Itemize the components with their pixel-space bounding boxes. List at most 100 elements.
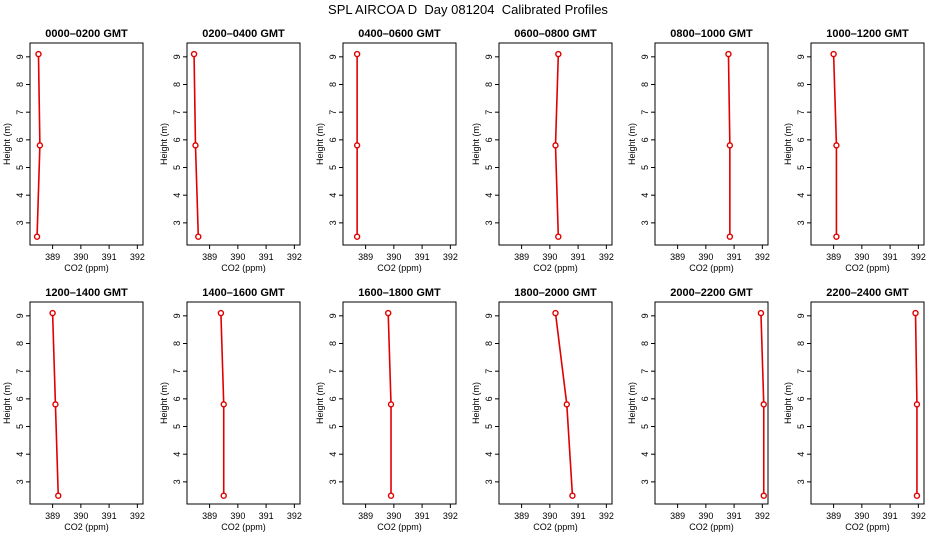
y-tick-label: 5 xyxy=(15,165,25,170)
x-tick-label: 389 xyxy=(45,252,60,262)
x-axis-label: CO2 (ppm) xyxy=(221,263,266,273)
data-point xyxy=(192,142,199,149)
x-axis-label: CO2 (ppm) xyxy=(64,522,109,532)
panel-title: 1600–1800 GMT xyxy=(358,287,441,299)
y-tick-label: 9 xyxy=(796,54,806,59)
x-tick-label: 389 xyxy=(670,511,685,521)
x-tick-label: 391 xyxy=(727,252,742,262)
y-tick-label: 9 xyxy=(484,313,494,318)
y-tick-label: 3 xyxy=(640,479,650,484)
x-axis-label: CO2 (ppm) xyxy=(845,522,890,532)
x-tick-label: 392 xyxy=(287,511,302,521)
y-tick-label: 7 xyxy=(796,110,806,115)
profile-panel: 2200–2400 GMT 389 390 391 392 3 4 5 6 7 8 9 CO2 (ppm… xyxy=(783,287,926,532)
panel-title: 0800–1000 GMT xyxy=(670,28,753,40)
y-tick-label: 5 xyxy=(640,165,650,170)
x-tick-label: 390 xyxy=(230,252,245,262)
y-tick-label: 3 xyxy=(484,220,494,225)
y-tick-label: 6 xyxy=(172,396,182,401)
y-tick-label: 4 xyxy=(484,452,494,457)
x-tick-label: 390 xyxy=(542,511,557,521)
x-tick-label: 391 xyxy=(415,252,430,262)
y-tick-label: 8 xyxy=(15,341,25,346)
y-tick-label: 6 xyxy=(172,137,182,142)
panel-title: 0200–0400 GMT xyxy=(202,28,285,40)
y-axis-label: Height (m) xyxy=(627,123,637,165)
data-point xyxy=(195,233,202,240)
plot-frame xyxy=(654,42,769,246)
plot-frame xyxy=(498,42,613,246)
profile-panel: 1800–2000 GMT 389 390 391 392 3 4 5 6 7 8 9 CO2 (ppm… xyxy=(471,287,614,532)
data-point xyxy=(760,401,767,408)
data-point xyxy=(569,492,576,499)
y-tick-label: 9 xyxy=(172,54,182,59)
y-tick-label: 8 xyxy=(796,82,806,87)
plot-frame xyxy=(810,301,925,505)
x-tick-label: 390 xyxy=(73,252,88,262)
plot-frame xyxy=(654,301,769,505)
x-tick-label: 391 xyxy=(415,511,430,521)
x-axis-label: CO2 (ppm) xyxy=(689,522,734,532)
y-tick-label: 9 xyxy=(172,313,182,318)
y-tick-label: 7 xyxy=(484,369,494,374)
y-tick-label: 8 xyxy=(328,82,338,87)
data-point xyxy=(552,309,559,317)
y-tick-label: 3 xyxy=(796,479,806,484)
data-point xyxy=(190,50,198,58)
panel-title: 1800–2000 GMT xyxy=(514,287,597,299)
y-tick-label: 5 xyxy=(15,424,25,429)
data-point xyxy=(833,142,840,149)
data-point xyxy=(726,142,734,149)
profile-panel: 1400–1600 GMT 389 390 391 392 3 4 5 6 7 8 9 CO2 (ppm… xyxy=(159,287,302,532)
x-tick-label: 389 xyxy=(514,511,529,521)
x-tick-label: 391 xyxy=(727,511,742,521)
x-tick-label: 390 xyxy=(854,252,869,262)
x-tick-label: 389 xyxy=(670,252,685,262)
y-tick-label: 4 xyxy=(640,452,650,457)
data-point xyxy=(49,309,56,317)
x-axis-label: CO2 (ppm) xyxy=(377,522,422,532)
y-axis-label: Height (m) xyxy=(315,123,325,165)
panel-title: 0400–0600 GMT xyxy=(358,28,441,40)
x-tick-label: 392 xyxy=(755,511,770,521)
y-tick-label: 9 xyxy=(796,313,806,318)
x-tick-label: 391 xyxy=(102,511,117,521)
plot-frame xyxy=(342,42,457,246)
x-tick-label: 392 xyxy=(911,252,926,262)
data-point xyxy=(726,233,734,240)
y-tick-label: 3 xyxy=(172,220,182,225)
data-point xyxy=(33,233,41,240)
data-point xyxy=(385,309,392,317)
data-point xyxy=(552,142,559,149)
y-axis-label: Height (m) xyxy=(627,382,637,424)
x-tick-label: 389 xyxy=(826,511,841,521)
y-tick-label: 9 xyxy=(328,54,338,59)
plot-frame xyxy=(29,301,144,505)
y-tick-label: 4 xyxy=(796,193,806,198)
y-tick-label: 6 xyxy=(15,137,25,142)
profile-panel: 2000–2200 GMT 389 390 391 392 3 4 5 6 7 8 9 CO2 (ppm… xyxy=(627,287,770,532)
y-tick-label: 8 xyxy=(640,341,650,346)
y-tick-label: 4 xyxy=(15,452,25,457)
x-tick-label: 392 xyxy=(443,511,458,521)
y-tick-label: 8 xyxy=(172,341,182,346)
data-point xyxy=(830,50,837,58)
y-tick-label: 4 xyxy=(172,193,182,198)
y-tick-label: 5 xyxy=(484,165,494,170)
data-point xyxy=(757,309,765,317)
y-axis-label: Height (m) xyxy=(2,382,12,424)
profile-panel: 0800–1000 GMT 389 390 391 392 3 4 5 6 7 8 9 CO2 (ppm… xyxy=(627,28,770,273)
x-tick-label: 391 xyxy=(259,511,274,521)
data-point xyxy=(760,492,767,499)
data-point xyxy=(36,142,44,149)
x-tick-label: 391 xyxy=(571,511,586,521)
data-point xyxy=(913,492,921,499)
y-tick-label: 7 xyxy=(484,110,494,115)
panel-title: 2000–2200 GMT xyxy=(670,287,753,299)
y-tick-label: 7 xyxy=(172,110,182,115)
y-tick-label: 5 xyxy=(328,165,338,170)
data-point xyxy=(55,492,62,499)
data-point xyxy=(912,309,919,317)
y-tick-label: 3 xyxy=(640,220,650,225)
y-tick-label: 5 xyxy=(796,424,806,429)
